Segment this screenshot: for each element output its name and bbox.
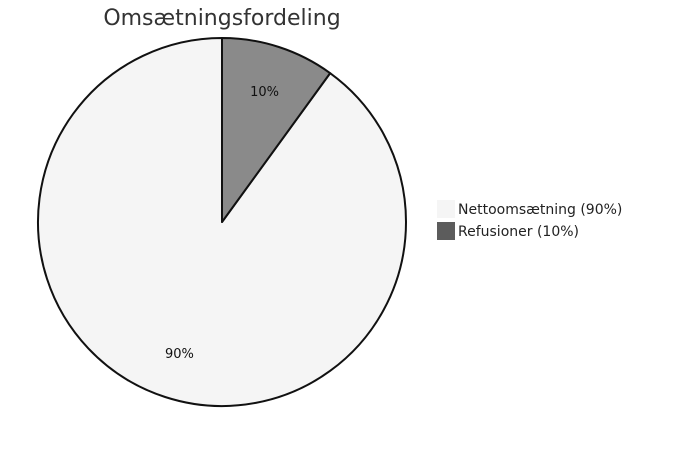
legend-label-refusioner: Refusioner (10%) bbox=[458, 224, 579, 240]
chart-title: Omsætningsfordeling bbox=[103, 6, 340, 31]
legend: Nettoomsætning (90%) Refusioner (10%) bbox=[437, 200, 622, 240]
legend-label-nettoomsætning: Nettoomsætning (90%) bbox=[458, 202, 622, 218]
pie-slices bbox=[37, 37, 407, 407]
slice-label-nettoomsætning: 90% bbox=[165, 347, 194, 362]
pie-slice-labels: 90% 10% bbox=[165, 85, 279, 362]
legend-swatch-nettoomsætning bbox=[437, 200, 455, 218]
pie-slice-refusioner bbox=[221, 37, 332, 223]
legend-swatch-refusioner bbox=[437, 222, 455, 240]
slice-label-refusioner: 10% bbox=[250, 85, 279, 100]
